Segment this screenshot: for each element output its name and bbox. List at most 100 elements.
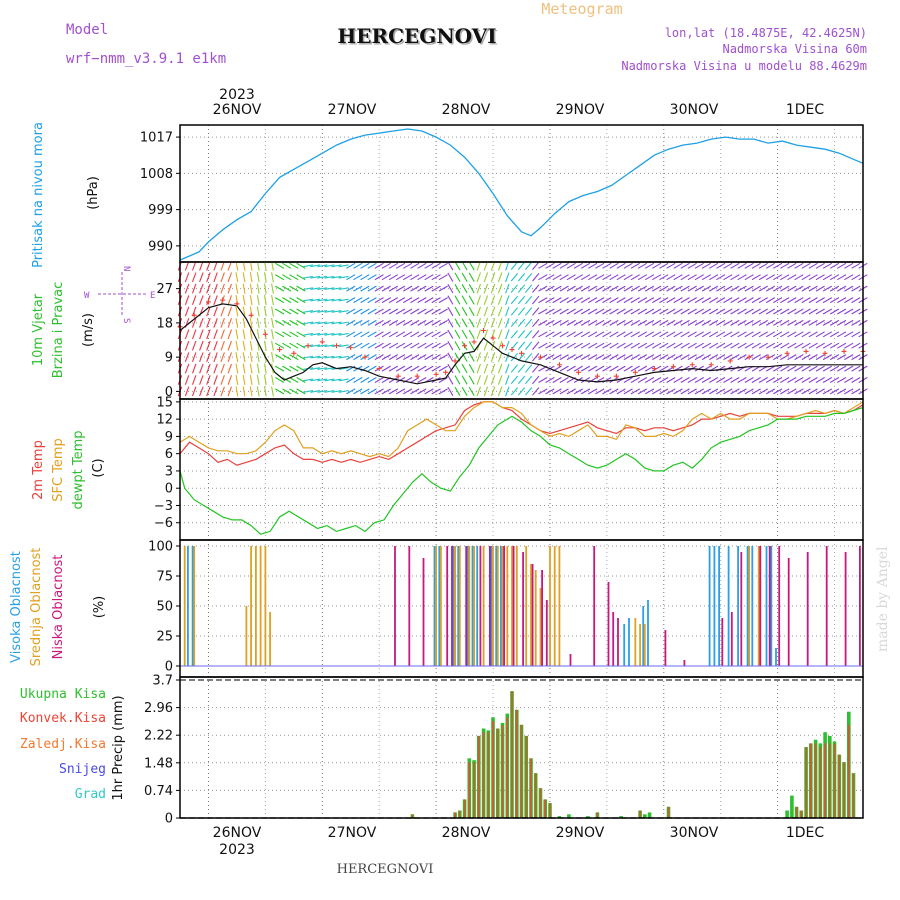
wind-barb xyxy=(235,283,239,294)
wind-barb xyxy=(609,342,619,349)
wind-barb xyxy=(787,285,797,292)
wind-barb xyxy=(716,285,726,292)
wind-barb xyxy=(353,319,363,326)
wind-barb xyxy=(822,262,833,269)
precip-bar-convective xyxy=(515,709,518,818)
wind-barb xyxy=(263,374,267,385)
wind-barb xyxy=(317,298,328,302)
top-day-label: 30NOV xyxy=(670,102,719,118)
wind-gust-marker xyxy=(575,369,581,375)
cloud-bar xyxy=(768,546,771,666)
wind-y-tick-label: 0 xyxy=(165,385,173,400)
wind-barb xyxy=(505,329,510,340)
wind-barb xyxy=(730,319,740,326)
wind-barb xyxy=(652,319,662,326)
wind-barb xyxy=(324,310,335,313)
wind-barb xyxy=(602,297,612,304)
cloud-bar xyxy=(859,546,861,666)
wind-barb xyxy=(694,262,704,269)
wind-barb xyxy=(815,319,825,326)
wind-barb xyxy=(505,375,510,385)
wind-barb xyxy=(447,261,454,271)
wind-barb xyxy=(573,297,583,304)
wind-barb xyxy=(637,354,648,361)
wind-barb xyxy=(476,295,482,305)
wind-barb xyxy=(374,262,384,269)
wind-gust-marker xyxy=(481,328,487,333)
temperature-y-tick-label: 3 xyxy=(165,464,173,479)
wind-gust-marker xyxy=(234,301,240,307)
bottom-day-label: 26NOV xyxy=(213,825,262,841)
wind-barb xyxy=(758,331,768,338)
wind-barb xyxy=(447,306,454,317)
wind-barb xyxy=(461,295,468,305)
wind-barb xyxy=(249,272,253,283)
wind-barb xyxy=(424,342,434,349)
wind-barb xyxy=(403,274,413,281)
wind-gust-marker xyxy=(594,373,600,379)
wind-barb xyxy=(602,331,612,338)
cloud-bar xyxy=(446,546,449,666)
wind-barb xyxy=(242,340,246,351)
wind-barb xyxy=(191,386,197,397)
wind-barb xyxy=(808,262,818,269)
wind-barb xyxy=(468,363,475,374)
bottom-year-label: 2023 xyxy=(219,842,255,858)
wind-gust-marker xyxy=(519,350,524,356)
wind-label-line2: Brzina i Pravac xyxy=(51,282,66,379)
wind-barb xyxy=(454,341,461,351)
cloud-bar xyxy=(511,546,513,666)
wind-barb xyxy=(410,342,420,349)
wind-gust-marker xyxy=(490,335,496,341)
bottom-day-label: 30NOV xyxy=(670,825,719,841)
wind-barb xyxy=(815,274,825,281)
wind-barb xyxy=(282,354,292,361)
wind-barb xyxy=(206,352,211,362)
wind-barb xyxy=(780,388,790,395)
wind-barb xyxy=(780,297,790,304)
wind-barb xyxy=(410,319,420,326)
wind-barb xyxy=(680,377,690,383)
wind-barb xyxy=(851,262,861,269)
cloud-bar xyxy=(522,552,524,666)
wind-barb xyxy=(282,331,292,338)
wind-barb xyxy=(199,375,204,385)
wind-barb xyxy=(545,388,555,395)
cloud-bar xyxy=(713,546,716,666)
wind-barb xyxy=(588,262,598,269)
cloud-bar xyxy=(438,546,441,666)
wind-barb xyxy=(213,318,218,328)
wind-barb xyxy=(374,319,384,326)
cloud-bar xyxy=(593,546,596,666)
wind-barb xyxy=(680,365,690,372)
wind-barb xyxy=(510,318,519,328)
wind-gust-marker xyxy=(841,348,847,354)
wind-barb xyxy=(438,331,448,338)
cloud-bar xyxy=(250,546,252,666)
wind-barb xyxy=(417,308,427,315)
wind-barb xyxy=(822,274,833,281)
wind-barb xyxy=(510,273,519,282)
wind-barb xyxy=(652,342,662,349)
wind-barb xyxy=(263,317,267,328)
wind-barb xyxy=(403,285,413,292)
wind-barb xyxy=(709,274,719,281)
cloud-bar xyxy=(394,546,396,666)
wind-barb xyxy=(454,306,461,317)
wind-barb xyxy=(765,377,776,383)
pressure-y-tick-label: 1017 xyxy=(140,131,173,146)
cloud-bar xyxy=(187,546,189,666)
wind-barb xyxy=(532,387,540,396)
wind-barb xyxy=(573,388,583,395)
wind-barb xyxy=(263,386,267,397)
wind-barb xyxy=(461,386,468,396)
wind-barb xyxy=(552,377,562,383)
wind-barb xyxy=(837,297,847,304)
wind-barb xyxy=(388,319,399,326)
wind-barb xyxy=(751,377,761,383)
cloud-bar xyxy=(440,546,442,666)
wind-barb xyxy=(630,262,640,269)
wind-barb xyxy=(758,354,768,361)
wind-barb xyxy=(360,377,370,383)
wind-barb xyxy=(235,374,239,385)
